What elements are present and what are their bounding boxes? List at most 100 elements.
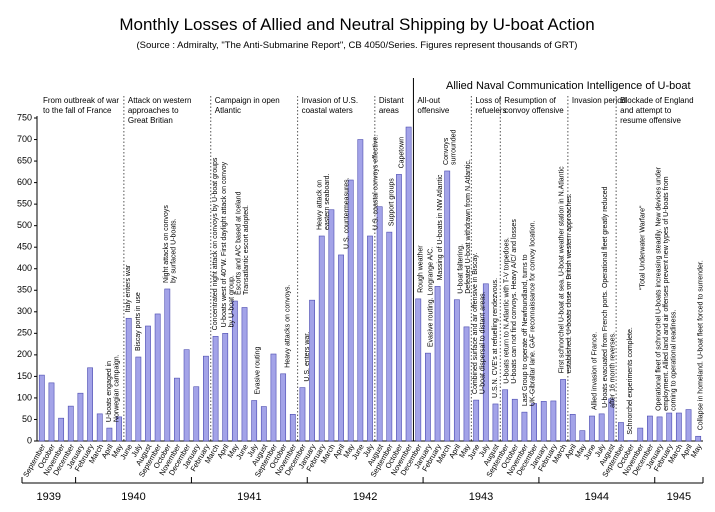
year-label: 1943 [469,491,493,503]
period-label: Invasion of U.S. [302,96,358,105]
period-label: resume offensive [620,116,681,125]
annotation: by U-boat group. [228,275,235,327]
period-label: Distant [379,96,405,105]
bar [222,333,229,442]
bar [637,427,644,442]
y-tick-label: 300 [17,306,32,316]
annotation: U-boats evacuated from French ports. Ope… [602,186,609,407]
year-label: 1941 [237,491,261,503]
annotation: U-boats engaged in [106,361,113,422]
chart-title: Monthly Losses of Allied and Neutral Shi… [119,15,594,34]
bar [174,377,180,442]
annotation: Collapse in homeland. U-boat fleet force… [698,260,705,430]
period-label: Attack on western [128,96,192,105]
bar [463,326,470,442]
annotation: U-boats return to N.Atlantic with T-V to… [504,237,511,384]
bar [135,356,142,442]
bar [473,399,480,442]
bar [231,300,238,442]
y-tick-label: 200 [17,349,32,359]
y-tick-label: 0 [27,435,32,445]
chart-subtitle: (Source : Admiralty, "The Anti-Submarine… [137,40,578,51]
annotation: Convoys [443,137,450,165]
bar [338,254,344,442]
x-tick-label: May [689,442,704,459]
bar [444,170,451,442]
annotation: by surfaced U-boats. [170,218,177,283]
bar [647,415,653,442]
bar [405,126,412,442]
bar [618,422,624,442]
bar [656,416,663,442]
period-label: to the fall of France [43,106,112,115]
annotation: Support groups [389,178,396,226]
bar [212,336,219,442]
annotation: established. U-boats close on British we… [566,193,573,373]
annotation: U.S. coastal convoys effective. [372,135,379,230]
annotation: U-boats can not find convoys. Heavy A/C/… [511,219,518,384]
bar [203,355,209,442]
bar [482,283,489,442]
bar [415,298,422,442]
annotation: U.S. countermeasures. [343,177,350,249]
bar [357,139,364,442]
bar [260,406,267,442]
y-tick-label: 250 [17,328,32,338]
annotation: Heavy attacks on convoys. [284,284,291,367]
annotation: Defeated U-boat withdrawn from N.Atlanti… [465,159,472,294]
annotation: Concentrated night attack on convoys by … [212,157,219,330]
period-label: Invasion period [572,96,626,105]
bar [675,412,682,442]
year-label: 1945 [667,491,691,503]
period-label: coastal waters [302,106,353,115]
y-tick-label: 550 [17,199,32,209]
period-label: All-out [417,96,440,105]
annotation: Capetown [398,137,405,169]
bar [318,235,325,442]
bar [241,307,248,442]
annotation: Rough weather [418,245,425,293]
bar [560,379,566,442]
bar [396,174,402,442]
annotation: Night attacks on convoys [163,205,170,283]
bar [106,427,113,442]
period-label: Great Britian [128,116,173,125]
y-tick-label: 750 [17,112,32,122]
annotation: Biscay ports in use [135,292,142,351]
bar [511,398,518,442]
year-label: 1944 [585,491,609,503]
y-tick-label: 100 [17,392,32,402]
annotation: Evasive routing. Longrange A/C. [427,247,434,347]
bar [48,382,55,442]
period-label: Blockade of England [620,96,693,105]
period-label: convoy offensive [504,106,564,115]
bar [270,353,277,442]
year-label: 1939 [37,491,61,503]
bar [164,288,171,442]
period-label: Campaign in open [215,96,280,105]
bar [193,386,200,442]
y-tick-label: 650 [17,155,32,165]
bar [502,389,509,442]
annotation: Norwegian campaign. [114,354,121,422]
period-label: offensive [417,106,449,115]
annotation: Italy enters war [125,264,132,312]
bar [251,400,258,442]
bar [608,398,615,442]
bar [58,417,65,442]
annotation: after 16 month reverses. [610,332,617,408]
annotation: Last Group to operate off Newfoundland, … [522,254,529,406]
annotation: U.S. enters war. [304,332,311,382]
year-label: 1942 [353,491,377,503]
y-tick-label: 150 [17,371,32,381]
annotation: Combined surface and air offensive in Bi… [472,253,479,394]
period-label: From outbreak of war [43,96,119,105]
annotation: U-boat dispersal to distant areas. [479,291,486,394]
bar [386,231,393,442]
y-tick-label: 500 [17,220,32,230]
bar [96,413,103,442]
bar [125,317,132,442]
annotation: U.S.N. CVE's at refuelling rendezvous. [492,278,499,398]
bar [77,392,84,442]
